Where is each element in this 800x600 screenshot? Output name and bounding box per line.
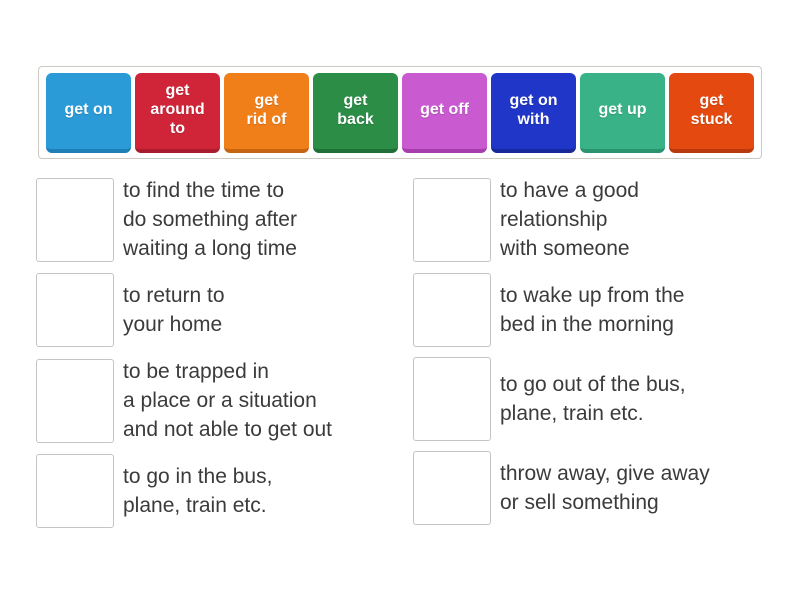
word-tile-get-up[interactable]: get up bbox=[580, 72, 665, 153]
match-row: to have a good relationship with someone bbox=[413, 176, 791, 263]
definition-text: to find the time to do something after w… bbox=[123, 179, 297, 260]
match-column-right: to have a good relationship with someone… bbox=[413, 176, 791, 535]
definition-text: to have a good relationship with someone bbox=[500, 179, 639, 260]
answer-drop-slot[interactable] bbox=[36, 358, 114, 443]
answer-drop-slot[interactable] bbox=[413, 357, 491, 441]
answer-drop-slot[interactable] bbox=[413, 273, 491, 347]
match-row: to be trapped in a place or a situation … bbox=[36, 357, 404, 444]
word-tile-get-stuck[interactable]: get stuck bbox=[669, 72, 754, 153]
definition-text: to wake up from the bed in the morning bbox=[500, 284, 685, 336]
word-tile-get-on-with[interactable]: get on with bbox=[491, 72, 576, 153]
answer-drop-slot[interactable] bbox=[413, 451, 491, 525]
answer-drop-slot[interactable] bbox=[36, 273, 114, 347]
definition-text: to return to your home bbox=[123, 284, 225, 336]
match-row: to go in the bus, plane, train etc. bbox=[36, 454, 404, 528]
match-column-left: to find the time to do something after w… bbox=[36, 176, 404, 538]
match-row: throw away, give away or sell something bbox=[413, 451, 791, 525]
word-tile-get-on[interactable]: get on bbox=[46, 72, 131, 153]
answer-drop-slot[interactable] bbox=[36, 177, 114, 262]
definition-text: to be trapped in a place or a situation … bbox=[123, 360, 333, 441]
definition-text: throw away, give away or sell something bbox=[500, 462, 710, 514]
word-tile-get-off[interactable]: get off bbox=[402, 72, 487, 153]
word-bank: get on get around to get rid of get back… bbox=[38, 66, 762, 159]
answer-drop-slot[interactable] bbox=[36, 454, 114, 528]
match-row: to return to your home bbox=[36, 273, 404, 347]
match-row: to find the time to do something after w… bbox=[36, 176, 404, 263]
match-row: to go out of the bus, plane, train etc. bbox=[413, 357, 791, 441]
match-row: to wake up from the bed in the morning bbox=[413, 273, 791, 347]
answer-drop-slot[interactable] bbox=[413, 177, 491, 262]
word-tile-get-around-to[interactable]: get around to bbox=[135, 72, 220, 153]
definition-text: to go in the bus, plane, train etc. bbox=[123, 465, 273, 517]
word-tile-get-back[interactable]: get back bbox=[313, 72, 398, 153]
word-tile-get-rid-of[interactable]: get rid of bbox=[224, 72, 309, 153]
definition-text: to go out of the bus, plane, train etc. bbox=[500, 373, 686, 425]
